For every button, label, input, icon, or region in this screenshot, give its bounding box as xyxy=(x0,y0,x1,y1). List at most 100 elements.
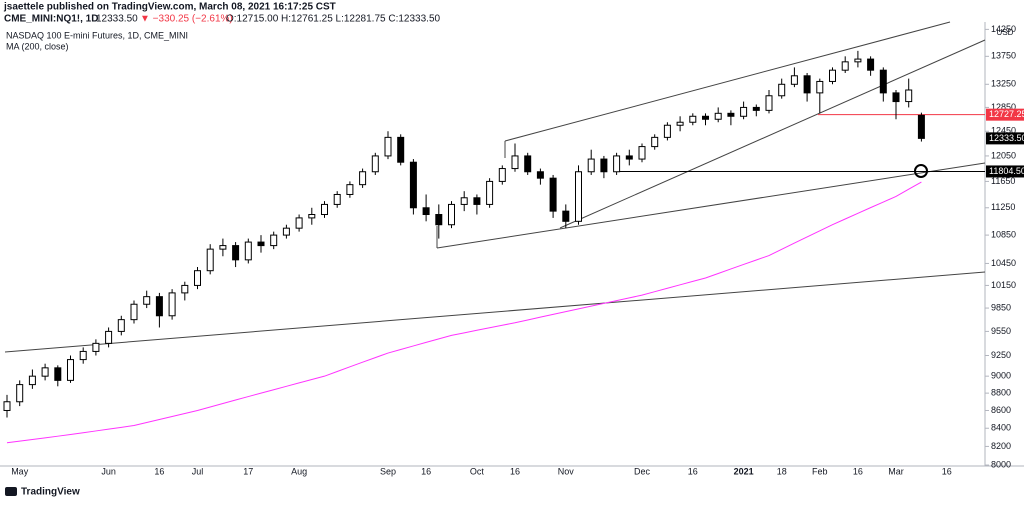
candle-body xyxy=(765,95,773,111)
candle-body xyxy=(219,245,227,250)
x-tick-label: Oct xyxy=(470,466,485,476)
candle-body xyxy=(663,124,671,138)
x-tick-label: 17 xyxy=(243,466,253,476)
price-label-box xyxy=(986,108,1024,121)
candle-body xyxy=(206,248,214,272)
ma-line xyxy=(6,181,922,444)
y-tick-label: 9850 xyxy=(991,302,1011,312)
candle-body xyxy=(714,112,722,120)
trend-line xyxy=(4,271,986,353)
trend-line xyxy=(559,39,986,229)
candle-body xyxy=(346,184,354,195)
candle-body xyxy=(816,80,824,94)
candle-body xyxy=(105,330,113,344)
candle-body xyxy=(486,180,494,205)
candle-body xyxy=(435,214,443,226)
x-tick-label: Dec xyxy=(634,466,651,476)
candle-body xyxy=(473,197,481,205)
candle-body xyxy=(587,158,595,173)
candle-body xyxy=(676,121,684,126)
chart-title: NASDAQ 100 E-mini Futures, 1D, CME_MINI xyxy=(6,30,188,40)
candle-body xyxy=(321,203,328,216)
candle-body xyxy=(270,234,278,247)
candle-body xyxy=(257,241,265,247)
y-tick-label: 9550 xyxy=(991,326,1011,336)
candle-body xyxy=(397,136,405,163)
candle-body xyxy=(575,171,582,222)
change: ▼ −330.25 (−2.61%) xyxy=(140,14,233,25)
candle-body xyxy=(371,155,379,173)
y-tick-label: 9000 xyxy=(991,371,1011,381)
x-tick-label: Feb xyxy=(812,466,828,476)
x-tick-label: Aug xyxy=(291,466,307,476)
price-label-box xyxy=(986,165,1024,178)
publish-line: jsaettele published on TradingView.com, … xyxy=(3,2,336,13)
x-tick-label: Jul xyxy=(192,466,204,476)
candle-body xyxy=(130,303,138,321)
price-label: 12333.50 xyxy=(989,133,1024,143)
candle-body xyxy=(92,342,100,352)
candle-body xyxy=(524,155,532,173)
y-tick-label: 12850 xyxy=(991,102,1016,112)
candle-body xyxy=(155,296,163,317)
candle-body xyxy=(282,227,290,236)
candle-body xyxy=(41,367,49,377)
candle-body xyxy=(917,114,925,139)
candle-body xyxy=(308,214,316,219)
candle-body xyxy=(651,136,659,148)
candle-body xyxy=(448,203,455,226)
candle-body xyxy=(79,350,87,361)
x-tick-label: 18 xyxy=(777,466,787,476)
candle-body xyxy=(752,106,760,111)
price-label: 12727.25 xyxy=(989,109,1024,119)
last-price: 12333.50 xyxy=(96,14,138,25)
indicator-legend: MA (200, close) xyxy=(6,41,69,51)
y-tick-label: 11250 xyxy=(991,202,1015,212)
candle-body xyxy=(905,89,913,103)
candle-body xyxy=(689,115,697,123)
candle-body xyxy=(168,292,176,317)
footer-logo: TradingView xyxy=(5,487,80,498)
x-tick-label: May xyxy=(11,466,29,476)
candle-body xyxy=(829,69,836,82)
candle-body xyxy=(28,375,36,386)
candle-body xyxy=(841,61,849,71)
y-tick-label: 10450 xyxy=(991,258,1016,268)
candle-body xyxy=(67,359,74,381)
candle-body xyxy=(54,367,62,381)
candle-body xyxy=(384,136,392,157)
candle-body xyxy=(295,217,303,229)
x-tick-label: 16 xyxy=(688,466,698,476)
candle-body xyxy=(16,384,24,403)
candle-body xyxy=(854,58,862,63)
x-tick-label: Sep xyxy=(380,466,396,476)
x-tick-label: 16 xyxy=(942,466,952,476)
x-tick-label: Jun xyxy=(101,466,116,476)
candle-body xyxy=(511,155,519,170)
y-tick-label: 11650 xyxy=(991,176,1015,186)
y-tick-label: 8400 xyxy=(991,423,1011,433)
y-tick-label: 8000 xyxy=(991,459,1011,469)
y-tick-label: 12450 xyxy=(991,126,1016,136)
candle-body xyxy=(409,161,417,209)
candle-body xyxy=(333,193,341,205)
candle-body xyxy=(778,83,786,97)
candle-body xyxy=(422,207,430,216)
currency: USD xyxy=(997,28,1014,37)
candle-body xyxy=(879,69,887,94)
candle-body xyxy=(702,115,709,120)
candle-body xyxy=(790,75,798,85)
x-tick-label: 2021 xyxy=(734,466,754,476)
candle-body xyxy=(600,158,608,173)
trend-line xyxy=(436,162,986,249)
x-tick-label: 16 xyxy=(510,466,520,476)
y-tick-label: 8600 xyxy=(991,405,1011,415)
candle-body xyxy=(613,155,621,173)
candle-body xyxy=(536,171,544,179)
x-tick-label: 16 xyxy=(154,466,164,476)
candle-body xyxy=(181,284,189,294)
candle-body xyxy=(740,106,748,117)
y-tick-label: 12050 xyxy=(991,150,1016,160)
